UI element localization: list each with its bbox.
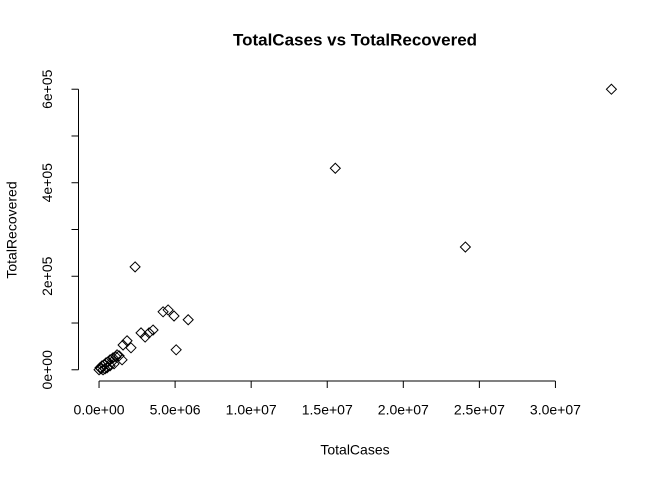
point: [605, 83, 618, 95]
chart-title: TotalCases vs TotalRecovered: [233, 30, 477, 49]
point: [113, 350, 125, 362]
x-tick-label: 0.0e+00: [74, 402, 125, 418]
point: [117, 339, 129, 351]
x-tick-label: 1.5e+07: [302, 402, 353, 418]
point: [125, 342, 137, 354]
x-tick-label: 5.0e+06: [150, 402, 201, 418]
point: [97, 364, 109, 376]
y-tick-label: 6e+05: [39, 69, 55, 109]
point: [104, 360, 116, 372]
point: [170, 344, 182, 356]
point: [106, 356, 118, 368]
y-tick-label: 2e+05: [39, 256, 55, 296]
point: [129, 261, 141, 273]
point: [157, 306, 169, 318]
x-tick-label: 2.0e+07: [378, 402, 429, 418]
y-axis-label: TotalRecovered: [4, 181, 20, 278]
point: [162, 304, 174, 316]
point: [139, 331, 151, 343]
point: [95, 363, 107, 375]
x-axis-label: TotalCases: [320, 442, 389, 458]
point: [99, 363, 111, 375]
point: [459, 241, 472, 253]
point: [107, 352, 119, 364]
point: [168, 310, 180, 322]
y-tick-label: 0e+00: [39, 350, 55, 390]
x-tick-label: 2.5e+07: [454, 402, 505, 418]
point: [111, 349, 123, 361]
point: [182, 314, 194, 326]
y-tick-label: 4e+05: [39, 163, 55, 203]
point: [329, 162, 342, 174]
x-tick-label: 1.0e+07: [226, 402, 277, 418]
x-tick-label: 3.0e+07: [530, 402, 581, 418]
